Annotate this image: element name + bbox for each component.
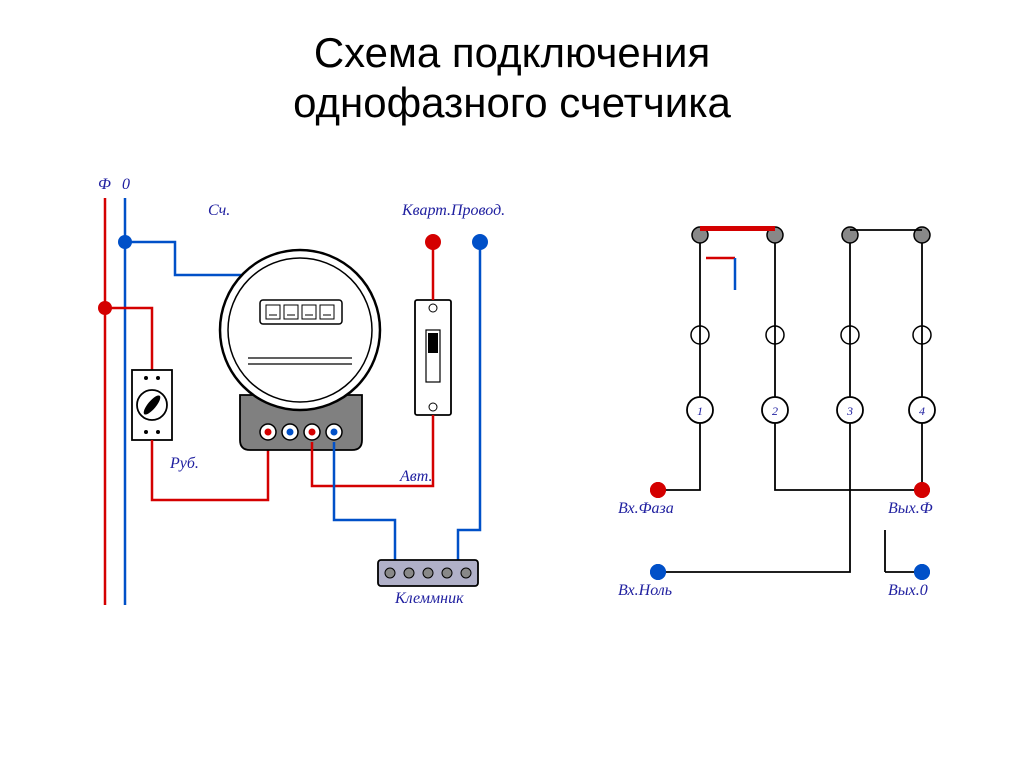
label-out-neutral: Вых.0: [888, 582, 928, 600]
terminal-3-label: 3: [846, 404, 853, 418]
label-in-neutral: Вх.Ноль: [618, 582, 672, 600]
title-line-1: Схема подключения: [0, 28, 1024, 78]
terminal-4-label: 4: [919, 404, 925, 418]
terminal-1-label: 1: [697, 404, 703, 418]
wiring-diagram: Ф 0 Сч. Кварт.Провод. Руб. Авт. Клеммник…: [0, 160, 1024, 660]
title-line-2: однофазного счетчика: [0, 78, 1024, 128]
label-in-phase: Вх.Фаза: [618, 500, 674, 518]
right-schematic-svg: 1 2 3 4: [0, 160, 1024, 660]
label-out-phase: Вых.Ф: [888, 500, 933, 518]
terminal-2-label: 2: [772, 404, 778, 418]
